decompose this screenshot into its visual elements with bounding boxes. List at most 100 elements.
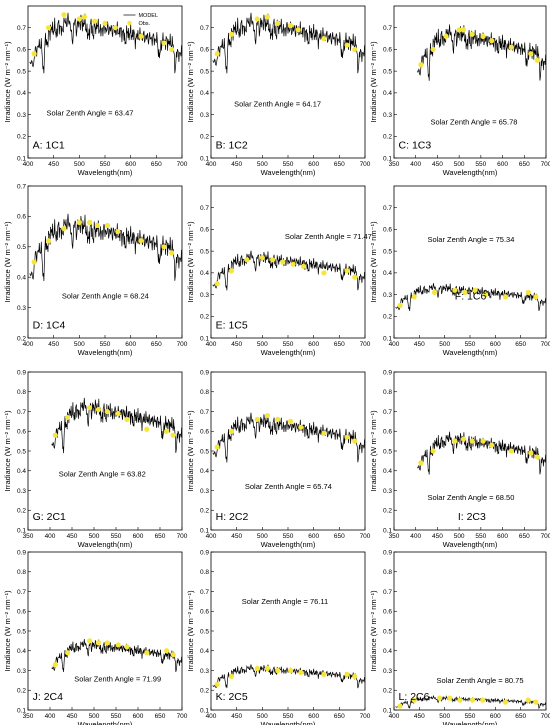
x-tick-label-K: 500 xyxy=(257,713,268,720)
x-tick-label-G: 700 xyxy=(177,533,188,540)
obs-point-E xyxy=(290,261,296,267)
y-tick-label-I: 0.3 xyxy=(383,488,392,495)
y-tick-label-G: 0.4 xyxy=(17,468,26,475)
y-axis-label-I: Irradiance (W m⁻² nm⁻¹) xyxy=(369,410,378,492)
obs-point-J xyxy=(144,650,150,656)
x-tick-label-L: 700 xyxy=(541,713,550,720)
panel-label-D: D: 1C4 xyxy=(33,319,66,331)
x-tick-label-A: 700 xyxy=(177,161,188,168)
y-axis-label-E: Irradiance (W m⁻² nm⁻¹) xyxy=(186,221,195,303)
obs-point-C xyxy=(469,31,475,37)
obs-point-B xyxy=(287,22,294,29)
obs-point-K xyxy=(321,671,327,678)
y-tick-label-G: 0.8 xyxy=(17,389,26,396)
obs-point-F xyxy=(482,291,488,298)
y-tick-label-H: 0.7 xyxy=(200,409,209,416)
y-tick-label-D: 0.6 xyxy=(17,214,26,221)
sza-annotation-F: Solar Zenth Angle = 75.34 xyxy=(427,235,514,244)
obs-point-D xyxy=(31,259,37,265)
obs-point-K xyxy=(344,671,350,678)
obs-point-D xyxy=(61,225,67,232)
x-tick-label-L: 450 xyxy=(414,713,425,720)
obs-point-J xyxy=(164,648,170,654)
y-tick-label-L: 0.4 xyxy=(383,648,392,655)
obs-point-E xyxy=(344,268,350,274)
y-tick-label-C: 0.6 xyxy=(383,47,392,54)
obs-point-K xyxy=(352,673,358,680)
x-tick-label-F: 700 xyxy=(541,341,550,348)
y-tick-label-G: 0.3 xyxy=(17,488,26,495)
obs-point-A xyxy=(138,33,144,40)
obs-point-L xyxy=(457,697,463,703)
plot-frame-C xyxy=(393,5,547,159)
obs-point-G xyxy=(164,428,170,434)
panel-label-I: I: 2C3 xyxy=(458,511,486,523)
model-line-H xyxy=(212,412,365,463)
obs-point-I xyxy=(469,438,475,444)
x-tick-label-F: 450 xyxy=(414,341,425,348)
plot-frame-L xyxy=(393,551,547,711)
panel-L: 400 450 500 550 600 650 700 0.1 0.2 0.3 0.4 0.5 0.6 0… xyxy=(369,549,550,725)
y-tick-label-F: 0.5 xyxy=(383,248,392,255)
sza-annotation-G: Solar Zenth Angle = 63.82 xyxy=(59,469,146,478)
y-tick-label-B: 0.7 xyxy=(200,25,209,32)
y-tick-label-J: 0.8 xyxy=(17,569,26,576)
legend-obs-swatch xyxy=(127,20,132,26)
y-tick-label-E: 0.3 xyxy=(200,292,209,299)
obs-point-L xyxy=(397,703,403,709)
obs-point-G xyxy=(95,406,101,413)
x-tick-label-G: 650 xyxy=(155,533,166,540)
y-tick-label-E: 0.4 xyxy=(200,270,209,277)
y-tick-label-E: 0.1 xyxy=(200,335,209,342)
sza-annotation-A: Solar Zenth Angle = 63.47 xyxy=(46,108,133,117)
y-tick-label-I: 0.6 xyxy=(383,429,392,436)
obs-point-C xyxy=(534,57,540,63)
obs-point-K xyxy=(264,665,271,672)
y-tick-label-A: 0.5 xyxy=(17,68,26,75)
x-axis-label-B: Wavelength(nm) xyxy=(261,168,316,177)
obs-point-I xyxy=(452,438,458,444)
y-tick-label-F: 0.1 xyxy=(383,335,392,342)
y-axis-label-H: Irradiance (W m⁻² nm⁻¹) xyxy=(186,410,195,492)
y-tick-label-H: 0.9 xyxy=(200,369,209,376)
x-tick-label-K: 450 xyxy=(231,713,242,720)
panel-A: 400 450 500 550 600 650 700 0.1 0.2 0.3 0.4 0.5 0.6 0… xyxy=(3,5,188,177)
obs-point-E xyxy=(259,255,265,261)
obs-point-A xyxy=(169,46,175,53)
y-tick-label-H: 0.8 xyxy=(200,389,209,396)
x-tick-label-B: 450 xyxy=(231,161,242,168)
panel-G: 350 400 450 500 550 600 650 700 0.1 0.2 0.3 0.4 0.5 0… xyxy=(3,369,188,549)
obs-point-C xyxy=(430,46,436,53)
x-axis-label-J: Wavelength(nm) xyxy=(78,720,133,725)
obs-point-D xyxy=(45,238,52,244)
obs-point-F xyxy=(462,289,468,295)
y-axis-label-J: Irradiance (W m⁻² nm⁻¹) xyxy=(3,590,12,672)
obs-point-L xyxy=(469,697,476,703)
panel-label-G: G: 2C1 xyxy=(33,511,66,523)
x-tick-label-A: 650 xyxy=(151,161,162,168)
x-tick-label-F: 400 xyxy=(389,341,400,348)
x-tick-label-H: 550 xyxy=(283,533,294,540)
obs-point-J xyxy=(95,640,101,646)
y-tick-label-A: 0.3 xyxy=(17,112,26,119)
y-tick-label-L: 0.6 xyxy=(383,609,392,616)
y-axis-label-L: Irradiance (W m⁻² nm⁻¹) xyxy=(369,590,378,672)
obs-point-G xyxy=(124,416,130,422)
y-tick-label-F: 0.6 xyxy=(383,227,392,234)
x-tick-label-E: 650 xyxy=(334,341,345,348)
panel-label-A: A: 1C1 xyxy=(33,139,65,151)
x-tick-label-D: 600 xyxy=(125,341,136,348)
x-tick-label-C: 400 xyxy=(410,161,421,168)
y-tick-label-J: 0.7 xyxy=(17,589,26,596)
obs-point-L xyxy=(502,699,509,705)
sza-annotation-D: Solar Zenth Angle = 68.24 xyxy=(62,291,149,300)
x-tick-label-L: 650 xyxy=(515,713,526,720)
sza-annotation-L: Solar Zenth Angle = 80.75 xyxy=(437,676,524,685)
panel-label-E: E: 1C5 xyxy=(216,319,248,331)
x-tick-label-K: 700 xyxy=(360,713,371,720)
y-tick-label-K: 0.7 xyxy=(200,589,209,596)
y-tick-label-K: 0.2 xyxy=(200,688,209,695)
x-tick-label-G: 350 xyxy=(23,533,34,540)
obs-point-A xyxy=(161,40,167,46)
model-line-A xyxy=(29,12,182,74)
